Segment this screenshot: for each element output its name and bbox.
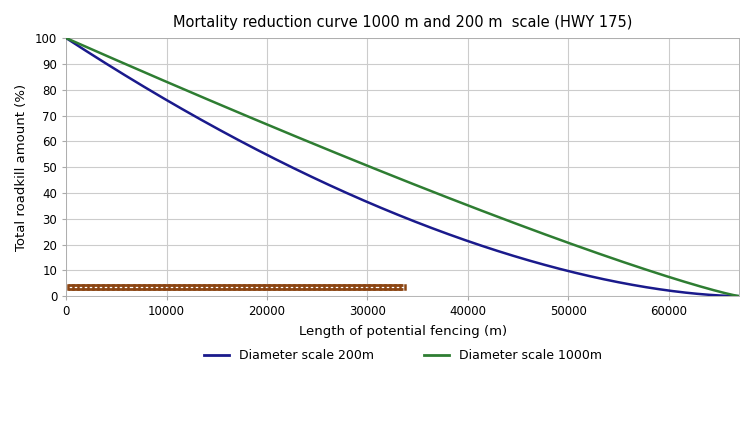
Legend: Diameter scale 200m, Diameter scale 1000m: Diameter scale 200m, Diameter scale 1000… [198,344,607,367]
Title: Mortality reduction curve 1000 m and 200 m  scale (HWY 175): Mortality reduction curve 1000 m and 200… [173,15,633,30]
X-axis label: Length of potential fencing (m): Length of potential fencing (m) [299,325,507,338]
Y-axis label: Total roadkill amount (%): Total roadkill amount (%) [15,84,28,251]
